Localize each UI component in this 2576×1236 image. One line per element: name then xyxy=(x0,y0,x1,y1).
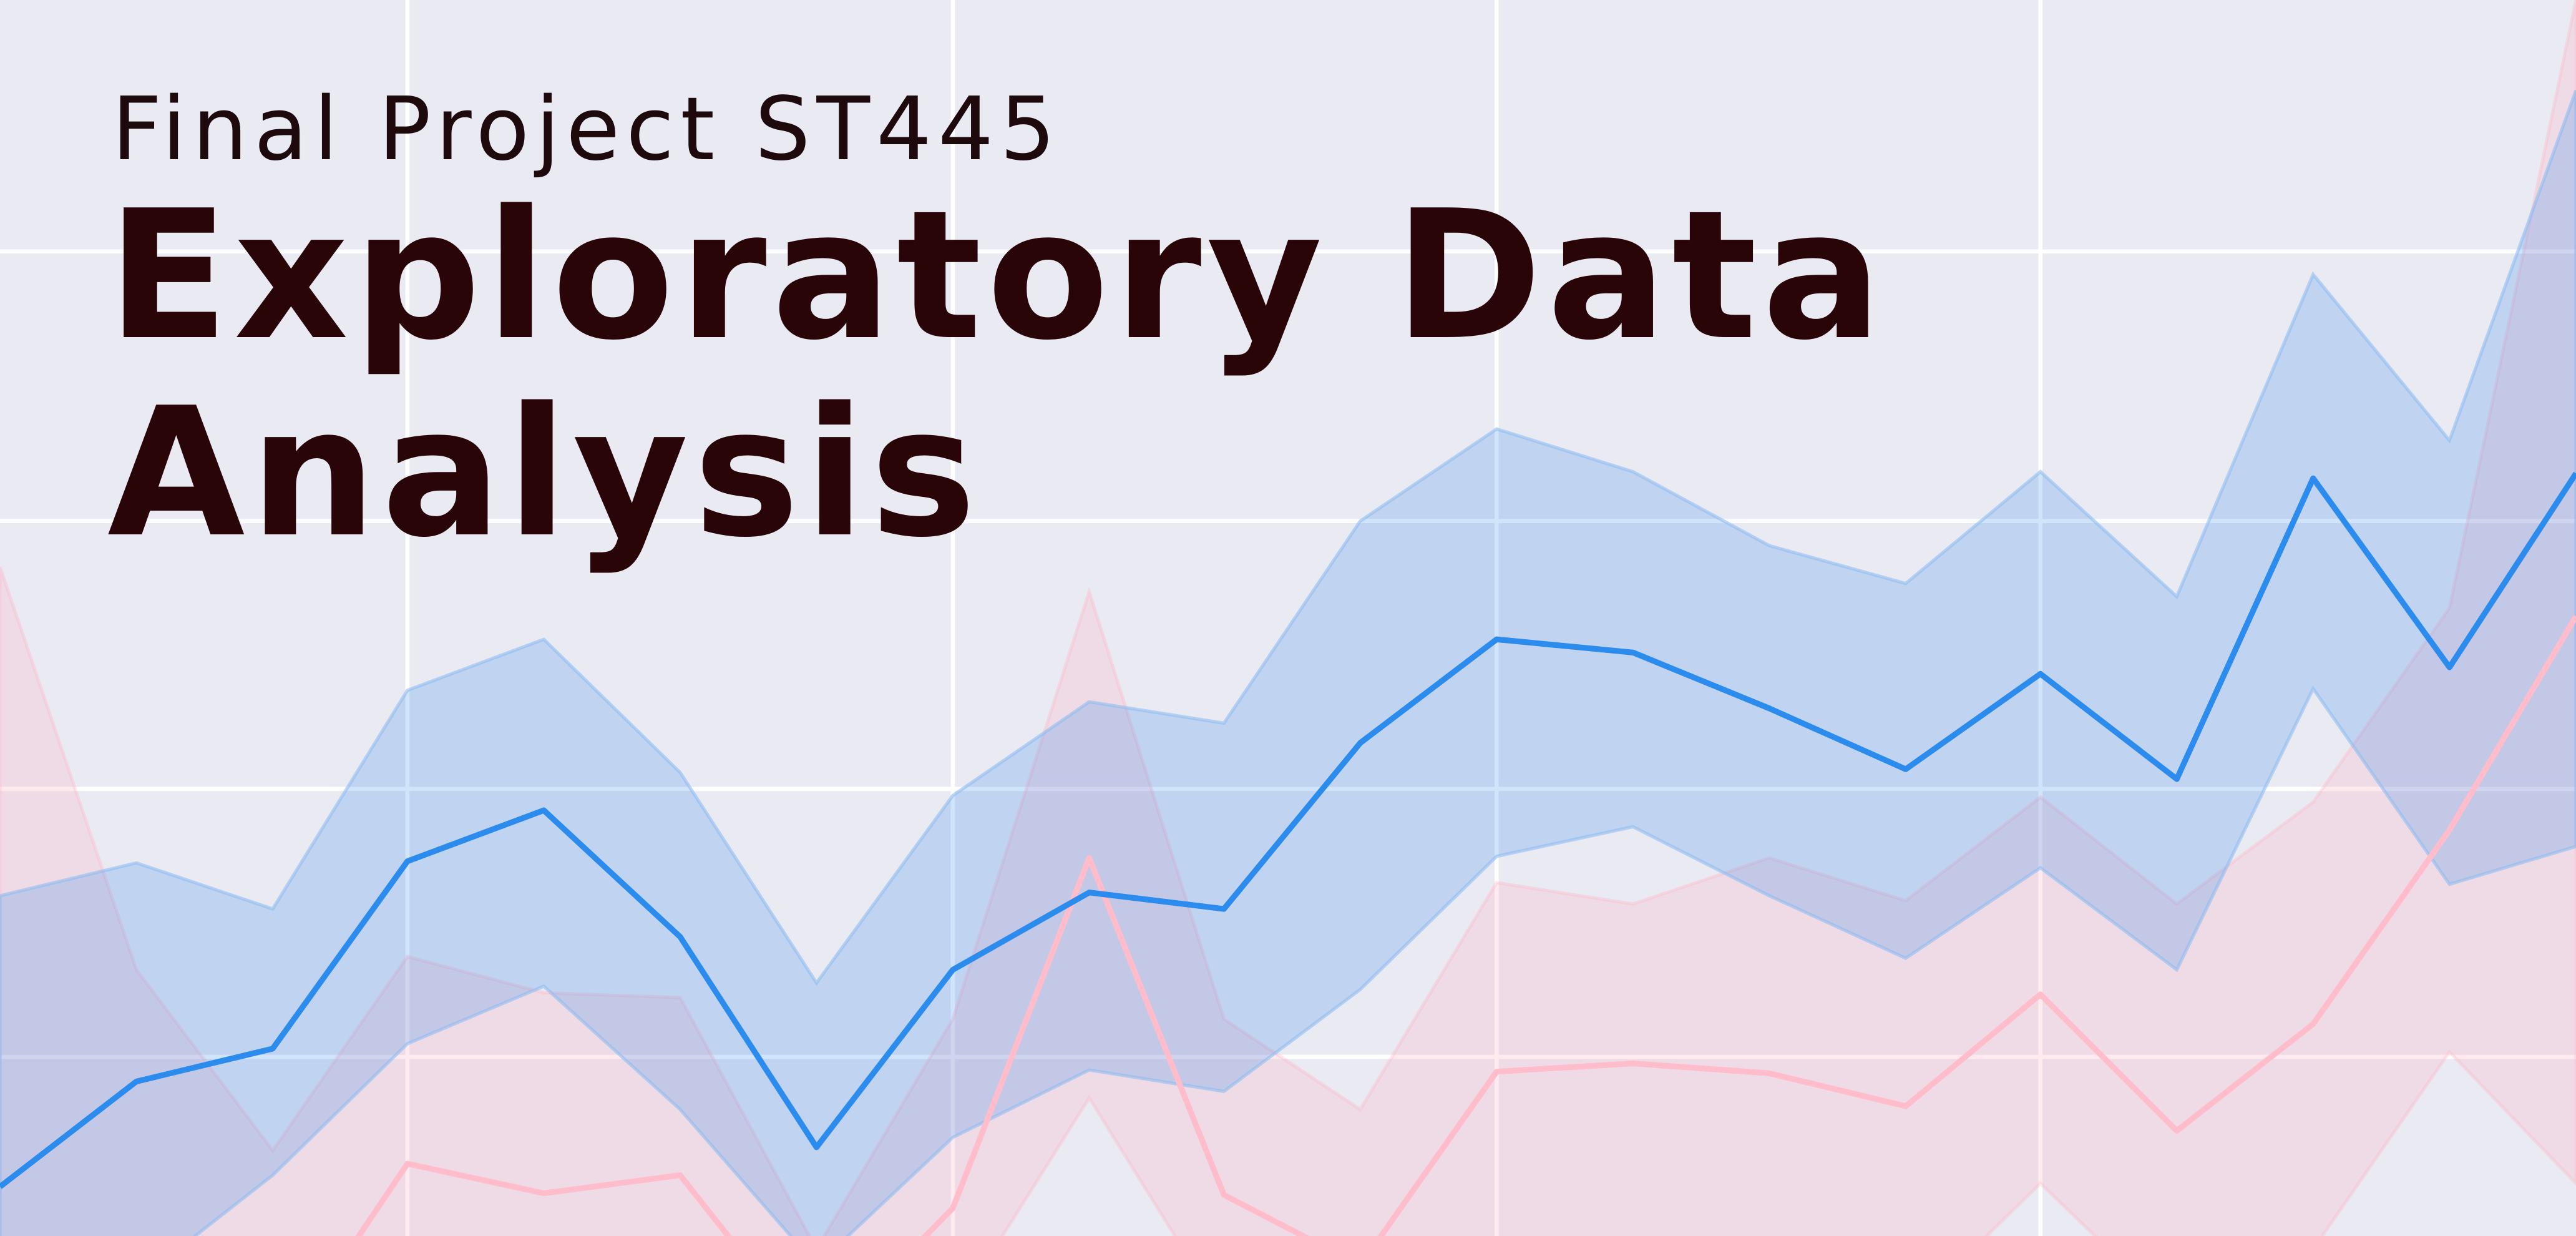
blue-line xyxy=(0,471,2576,1189)
blue-band xyxy=(0,89,2576,1236)
subtitle: Final Project ST445 xyxy=(112,79,1062,180)
pink-line xyxy=(355,615,2576,1236)
title: Exploratory Data Analysis xyxy=(107,172,1887,577)
